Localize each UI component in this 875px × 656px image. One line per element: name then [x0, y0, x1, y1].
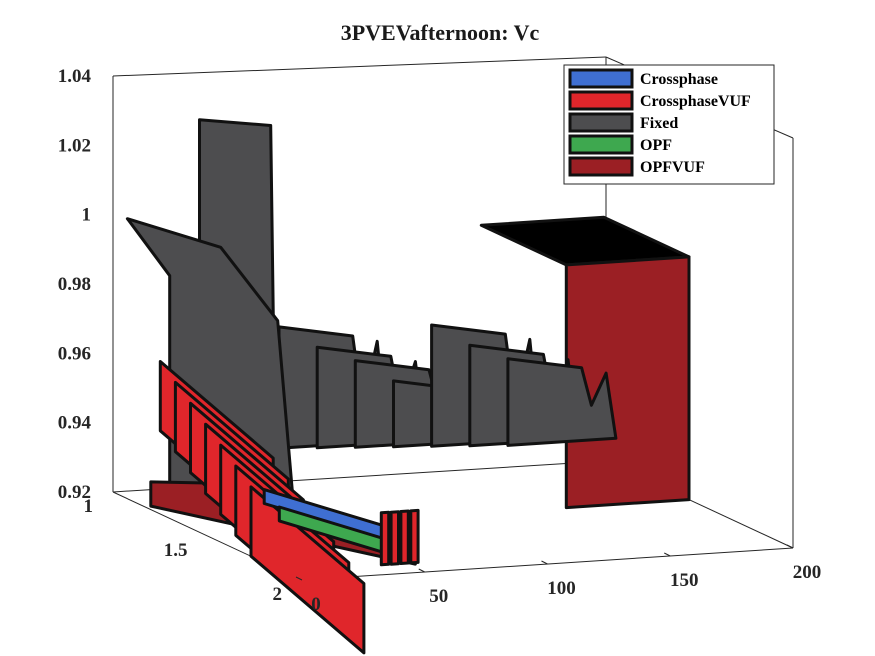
legend-label: Crossphase: [640, 71, 718, 88]
legend-swatch: [568, 68, 634, 89]
crossphasevuf-fin: [409, 508, 420, 565]
y-tick-label: 1: [84, 496, 94, 517]
legend-label: Fixed: [640, 115, 678, 132]
chart-title: 3PVEVafternoon: Vc: [341, 20, 540, 45]
fixed-ridge: [506, 357, 618, 447]
x-tick-label: 50: [429, 586, 448, 607]
legend-label: OPFVUF: [640, 159, 705, 176]
x-tick-mark: [295, 576, 303, 581]
ticks-layer: 0.92 0.94 0.96 0.98 1 1.02 1.04 0 50 100 150 200 1 1.…: [58, 66, 822, 615]
y-tick-label: 1.5: [164, 540, 188, 561]
legend: Crossphase CrossphaseVUF Fixed OPF OPFVUF: [563, 64, 775, 185]
x-tick-label: 100: [547, 578, 576, 599]
legend-swatch: [568, 112, 634, 133]
z-tick-label: 0.96: [58, 343, 91, 364]
legend-label: OPF: [640, 137, 672, 154]
x-tick-mark: [418, 568, 425, 573]
z-tick-label: 0.98: [58, 274, 91, 295]
x-tick-label: 150: [670, 570, 699, 591]
x-tick-mark: [541, 560, 548, 565]
legend-swatch: [568, 156, 634, 177]
x-tick-mark: [786, 544, 794, 549]
x-tick-label: 200: [793, 562, 822, 583]
legend-swatch: [568, 90, 634, 111]
legend-swatch: [568, 134, 634, 155]
crossphasevuf-fin: [389, 510, 400, 566]
x-tick-label: 0: [311, 594, 321, 615]
y-tick-label: 2: [273, 584, 283, 605]
z-tick-label: 0.94: [58, 413, 92, 434]
legend-label: CrossphaseVUF: [640, 93, 751, 110]
opfvuf-plateau-wall: [564, 255, 691, 510]
back-top-edge: [112, 56, 607, 77]
surfaces-layer: [125, 118, 691, 655]
z-tick-label: 1.02: [58, 135, 91, 156]
x-tick-mark: [664, 552, 671, 557]
crossphasevuf-fin: [379, 510, 391, 567]
crossphasevuf-band: [249, 485, 366, 655]
legend-items: Crossphase CrossphaseVUF Fixed OPF OPFVUF: [568, 68, 751, 177]
z-tick-label: 0.92: [58, 482, 91, 503]
z-tick-label: 1.04: [58, 66, 92, 87]
z-tick-label: 1: [82, 205, 92, 226]
crossphasevuf-fin: [399, 509, 410, 565]
